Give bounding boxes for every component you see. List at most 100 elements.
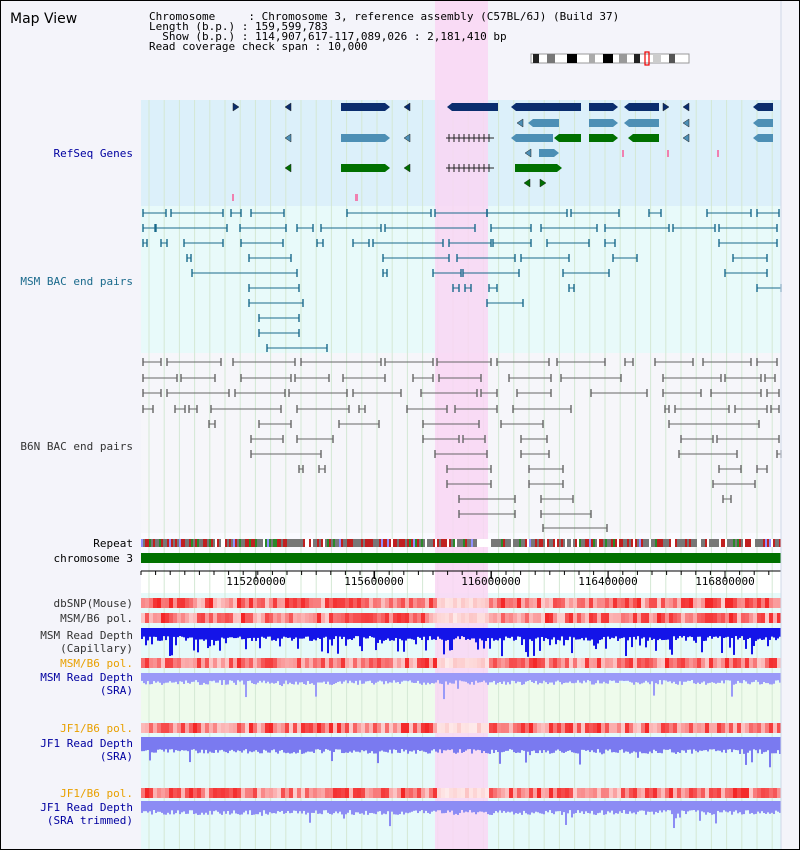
msm-bac-end-pair: [672, 224, 716, 232]
b6n-bac-end-pair: [232, 358, 296, 366]
track-label-chromosome[interactable]: chromosome 3: [53, 552, 133, 565]
track-label-jf1-depth-trimmed[interactable]: JF1 Read Depth (SRA trimmed): [40, 801, 133, 827]
jf1-b6-pol-trimmed-heatmap: [141, 788, 781, 798]
msm-bac-end-pair: [142, 239, 148, 247]
msm-bac-end-pair: [296, 224, 314, 232]
msm-read-depth-capillary: [141, 628, 781, 657]
b6n-bac-end-pair: [496, 358, 550, 366]
show-line: Show (b.p.) : 114,907,617-117,089,026 : …: [149, 30, 507, 43]
track-label-msm-depth-sra[interactable]: MSM Read Depth (SRA): [40, 671, 133, 697]
track-label-b6n-bac[interactable]: B6N BAC end pairs: [20, 440, 133, 453]
b6n-bac-end-pair: [480, 389, 498, 397]
b6n-bac-end-pair: [358, 405, 366, 413]
b6n-bac-end-pair: [446, 480, 492, 488]
msm-b6-pol-sra-heatmap: [141, 658, 781, 668]
refseq-gene: [628, 134, 659, 142]
b6n-bac-end-pair: [462, 435, 486, 443]
gene-arrow: [284, 102, 292, 112]
msm-bac-end-pair: [239, 224, 287, 232]
b6n-bac-end-pair: [674, 405, 730, 413]
gene-arrow: [403, 102, 411, 112]
track-label-refseq[interactable]: RefSeq Genes: [53, 147, 133, 160]
b6n-bac-end-pair: [500, 420, 544, 428]
ideogram-band: [547, 54, 555, 63]
b6n-bac-end-pair: [296, 435, 334, 443]
refseq-gene: [539, 149, 559, 157]
msm-bac-end-pair: [540, 224, 598, 232]
view-title: Map View: [10, 11, 78, 27]
gene-arrow: [682, 102, 690, 112]
msm-bac-end-pair: [142, 209, 167, 217]
region-info: Chromosome : Chromosome 3, reference ass…: [149, 10, 620, 52]
msm-bac-end-pair: [266, 344, 328, 352]
msm-bac-end-pair: [346, 209, 432, 217]
refseq-small-feature: [717, 150, 719, 157]
refseq-gene: [528, 119, 559, 127]
b6n-bac-end-pair: [710, 389, 762, 397]
refseq-gene: [447, 103, 498, 111]
track-label-msm-pol[interactable]: MSM/B6 pol.: [60, 612, 133, 625]
b6n-bac-end-pair: [662, 389, 702, 397]
msm-bac-end-pair: [464, 284, 472, 292]
b6n-bac-end-pair: [678, 450, 738, 458]
jf1-b6-pol-heatmap: [141, 723, 781, 733]
msm-bac-end-pair: [183, 239, 224, 247]
refseq-small-feature: [355, 194, 358, 201]
axis-tick-label: 116400000: [578, 575, 638, 588]
msm-bac-end-pair: [562, 269, 610, 277]
msm-bac-end-pair: [384, 224, 476, 232]
refseq-gene: [554, 134, 581, 142]
b6n-bac-end-pair: [724, 374, 762, 382]
refseq-gene: [341, 103, 390, 111]
msm-bac-end-pair: [456, 254, 516, 262]
length-line: Length (b.p.) : 159,599,783: [149, 20, 328, 33]
b6n-bac-end-pair: [764, 374, 776, 382]
ideogram-band: [567, 54, 577, 63]
b6n-bac-end-pair: [668, 420, 760, 428]
track-label-dbsnp[interactable]: dbSNP(Mouse): [53, 597, 133, 610]
b6n-bac-end-pair: [422, 435, 460, 443]
track-label-repeat[interactable]: Repeat: [93, 537, 133, 550]
msm-bac-end-pair: [756, 209, 780, 217]
refseq-gene: [589, 134, 618, 142]
track-label-msm-depth-capillary[interactable]: MSM Read Depth (Capillary): [40, 629, 133, 655]
track-label-jf1-pol[interactable]: JF1/B6 pol.: [60, 722, 133, 735]
msm-bac-end-pair: [320, 224, 382, 232]
refseq-gene: [624, 119, 659, 127]
gene-arrow: [682, 118, 690, 128]
chromosome-ideogram: [530, 51, 690, 66]
msm-bac-end-pair: [142, 224, 156, 232]
b6n-bac-end-pair: [296, 405, 350, 413]
b6n-bac-end-pair: [722, 495, 732, 503]
ideogram-band: [533, 54, 539, 63]
msm-bac-end-pair: [316, 239, 324, 247]
chromosome-line: Chromosome : Chromosome 3, reference ass…: [149, 10, 620, 23]
gene-arrow: [403, 133, 411, 143]
msm-bac-end-pair: [724, 269, 768, 277]
b6n-bac-end-pair: [540, 495, 574, 503]
b6n-bac-end-pair: [560, 374, 622, 382]
refseq-gene: [753, 134, 773, 142]
b6n-bac-end-pair: [702, 358, 752, 366]
msm-bac-end-pair: [248, 284, 300, 292]
msm-bac-end-pair: [352, 239, 370, 247]
ideogram-band: [653, 54, 661, 63]
b6n-bac-end-pair: [508, 374, 552, 382]
b6n-bac-end-pair: [166, 358, 222, 366]
b6n-bac-end-pair: [712, 480, 756, 488]
track-label-msm-pol-sra[interactable]: MSM/B6 pol.: [60, 657, 133, 670]
gene-arrow: [284, 133, 292, 143]
refseq-gene: [753, 119, 773, 127]
gene-arrow: [284, 163, 292, 173]
track-label-jf1-depth-sra[interactable]: JF1 Read Depth (SRA): [40, 737, 133, 763]
track-label-jf1-pol-trimmed[interactable]: JF1/B6 pol.: [60, 787, 133, 800]
msm-bac-end-pair: [170, 209, 224, 217]
b6n-bac-end-pair: [180, 374, 216, 382]
msm-bac-end-pair: [718, 239, 778, 247]
msm-bac-end-pair: [372, 239, 444, 247]
refseq-small-feature: [667, 150, 669, 157]
b6n-bac-end-pair: [166, 389, 230, 397]
track-label-msm-bac[interactable]: MSM BAC end pairs: [20, 275, 133, 288]
b6n-bac-end-pair: [438, 374, 482, 382]
